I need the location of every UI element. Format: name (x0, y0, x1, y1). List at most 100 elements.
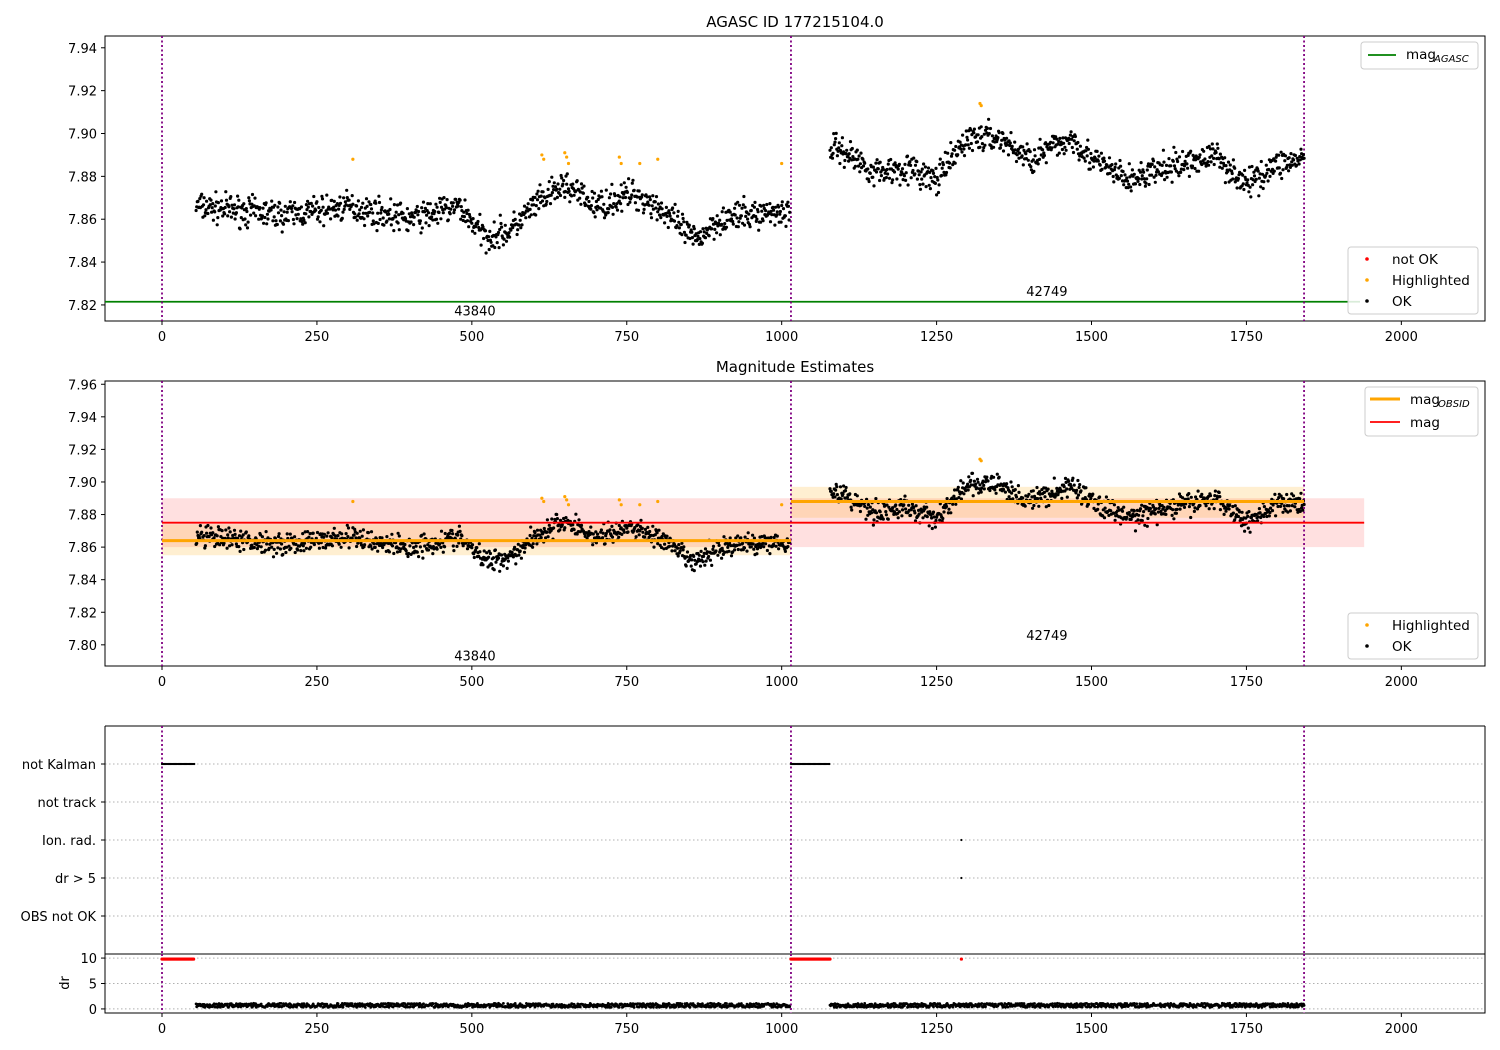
ok-point (242, 547, 246, 552)
ok-point (654, 206, 658, 210)
ok-point (1247, 510, 1251, 514)
ok-point (1096, 502, 1100, 506)
ok-point (1136, 518, 1140, 522)
ok-point (920, 167, 924, 171)
ok-point (342, 196, 346, 200)
ok-point (304, 546, 308, 550)
ok-point (285, 210, 289, 214)
flag-row-label: dr > 5 (55, 872, 96, 887)
ok-point (938, 157, 942, 161)
ok-point (878, 178, 882, 183)
ok-point (341, 210, 345, 214)
ok-point (829, 146, 833, 150)
ok-point (833, 140, 837, 144)
ok-point (1203, 157, 1207, 161)
ok-point (997, 131, 1001, 135)
ok-point (1288, 163, 1292, 167)
ok-point (858, 162, 863, 166)
ok-point (353, 215, 357, 219)
ok-point (550, 191, 555, 195)
ok-point (697, 242, 701, 246)
ok-point (1021, 145, 1025, 149)
ok-point (1075, 488, 1079, 492)
ok-point (1003, 490, 1008, 494)
ok-point (456, 204, 460, 208)
ok-point (361, 201, 365, 205)
ok-point (861, 157, 865, 161)
ok-point (216, 216, 220, 220)
ok-point (362, 217, 366, 221)
flag-row-label: not Kalman (22, 758, 96, 773)
ok-point (742, 223, 747, 227)
ok-point (1208, 147, 1213, 151)
highlighted-point (780, 503, 784, 507)
ok-point (975, 140, 980, 144)
ok-point (306, 530, 310, 534)
ok-point (278, 219, 282, 223)
ok-point (912, 156, 916, 160)
ok-point (288, 532, 292, 536)
ok-point (230, 203, 234, 207)
ok-point (768, 220, 773, 224)
highlighted-point (656, 499, 660, 504)
ok-point (465, 547, 470, 551)
ok-point (197, 534, 201, 538)
ok-point (941, 516, 945, 521)
ok-point (532, 203, 536, 207)
ok-point (1072, 483, 1076, 487)
ok-point (439, 529, 444, 533)
ok-point (255, 547, 259, 551)
ok-point (703, 547, 708, 551)
ok-point (913, 172, 917, 176)
ok-point (1280, 176, 1284, 181)
ok-point (1129, 185, 1133, 189)
ok-point (1171, 508, 1175, 512)
ok-point (299, 205, 303, 209)
ok-point (773, 205, 778, 209)
ok-point (987, 132, 991, 136)
ok-point (207, 535, 211, 539)
ok-point (950, 152, 954, 156)
ok-point (1154, 173, 1158, 177)
ok-point (1111, 174, 1115, 179)
ok-point (1099, 151, 1103, 155)
ok-point (855, 494, 859, 498)
ok-point (247, 534, 251, 538)
ok-point (778, 212, 782, 216)
ok-point (495, 241, 499, 245)
ok-point (662, 547, 666, 551)
legend-marker-swatch (1365, 257, 1369, 261)
ok-point (345, 188, 349, 192)
ok-point (539, 194, 543, 198)
ok-point (857, 154, 861, 158)
ok-point (238, 549, 242, 554)
ok-point (1065, 495, 1069, 499)
ok-point (699, 549, 703, 554)
ok-point (337, 207, 341, 211)
ok-point (737, 203, 742, 207)
ok-point (1135, 508, 1139, 512)
ok-point (513, 545, 517, 550)
ok-point (1035, 485, 1039, 490)
ok-point (516, 542, 520, 546)
ok-point (1293, 153, 1297, 158)
ok-point (969, 483, 973, 487)
ok-point (1213, 489, 1217, 493)
ok-point (558, 187, 562, 191)
ok-point (380, 205, 384, 210)
dr-point (680, 1002, 684, 1006)
ok-point (277, 532, 281, 536)
ok-point (828, 487, 832, 491)
ok-point (1256, 169, 1260, 173)
ok-point (574, 189, 578, 193)
highlighted-point (542, 157, 546, 161)
ok-point (677, 543, 681, 547)
ok-point (237, 198, 241, 202)
ok-point (451, 204, 455, 208)
ok-point (455, 544, 459, 549)
ok-point (570, 194, 574, 198)
ok-point (1246, 526, 1250, 530)
ok-point (445, 198, 449, 202)
ok-point (1143, 523, 1147, 527)
ok-point (1138, 507, 1143, 511)
